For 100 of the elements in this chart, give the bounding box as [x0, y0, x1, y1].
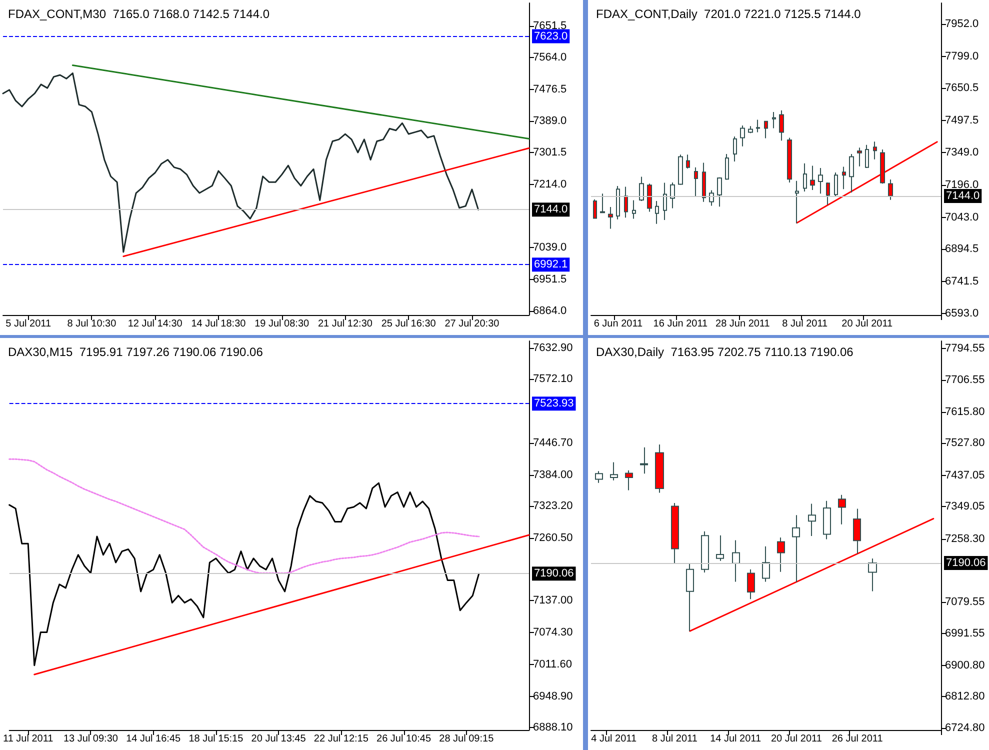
y-tick-label: 7039.0 — [533, 242, 567, 254]
x-tick-label: 14 Jul 2011 — [710, 734, 762, 744]
line-series — [8, 482, 480, 666]
x-tick-label: 28 Jul 09:15 — [439, 734, 494, 744]
candlestick — [686, 154, 690, 169]
candlestick — [624, 186, 628, 218]
y-tick-label: 7799.0 — [945, 50, 979, 62]
line-series — [2, 72, 480, 253]
candlestick — [655, 444, 664, 494]
x-tick-label: 28 Jun 2011 — [716, 318, 770, 330]
y-tick-label: 7214.0 — [533, 178, 567, 190]
candlestick — [764, 120, 768, 139]
candlestick — [595, 470, 603, 484]
x-tick-label: 8 Jul 2011 — [652, 734, 698, 744]
chart-title: FDAX_CONT,M30 7165.0 7168.0 7142.5 7144.0 — [8, 7, 270, 21]
candlestick — [838, 494, 846, 525]
ref-line-label: 7190.06 — [534, 568, 574, 580]
x-tick-label: 14 Jul 18:30 — [191, 318, 246, 330]
candlestick — [640, 446, 648, 474]
candlestick — [694, 166, 698, 198]
y-tick-label: 7446.70 — [533, 436, 573, 449]
y-tick-label: 6991.55 — [945, 627, 985, 640]
candlestick — [593, 198, 597, 219]
candlestick — [873, 141, 877, 160]
x-tick-label: 5 Jul 2011 — [6, 318, 52, 330]
candlestick — [795, 180, 799, 224]
y-tick-label: 7527.80 — [945, 437, 985, 450]
x-tick-label: 27 Jul 20:30 — [444, 318, 500, 330]
y-tick-label: 7258.30 — [945, 532, 985, 545]
y-tick-label: 7651.5 — [533, 20, 567, 32]
x-tick-label: 21 Jul 12:30 — [318, 318, 373, 330]
candlestick — [670, 182, 675, 209]
y-tick-label: 7615.80 — [945, 406, 985, 418]
candlestick — [702, 162, 706, 202]
y-tick-label: 6864.0 — [533, 305, 567, 318]
x-tick-label: 20 Jul 2011 — [842, 318, 894, 330]
y-tick-label: 7476.5 — [533, 83, 567, 96]
y-tick-label: 7349.05 — [945, 500, 985, 513]
candlestick — [756, 119, 760, 133]
candlestick — [880, 149, 885, 184]
candlestick — [686, 562, 694, 632]
y-tick-label: 6888.10 — [533, 721, 573, 734]
candlestick — [632, 200, 636, 220]
candlestick — [762, 546, 770, 582]
candlestick — [787, 137, 792, 184]
y-tick-label: 7323.20 — [533, 500, 573, 512]
ref-line-label: 6992.1 — [534, 258, 568, 271]
candlestick — [803, 162, 807, 192]
x-tick-label: 8 Jul 10:30 — [67, 318, 117, 330]
y-tick-label: 7137.00 — [533, 594, 573, 607]
candlestick — [616, 185, 620, 220]
chart-title: DAX30,M15 7195.91 7197.26 7190.06 7190.06 — [8, 345, 264, 359]
y-tick-label: 6900.80 — [945, 660, 985, 672]
candlestick — [792, 514, 800, 583]
candlestick — [732, 540, 740, 582]
ref-line-label: 7144.0 — [534, 204, 568, 216]
candlestick — [748, 126, 753, 134]
candlestick — [772, 112, 776, 129]
y-tick-label: 7260.50 — [533, 532, 573, 544]
candlestick — [678, 154, 683, 186]
candlestick — [779, 110, 784, 142]
y-tick-label: 6741.5 — [945, 276, 979, 288]
candlestick — [810, 165, 815, 190]
x-tick-label: 12 Jul 14:30 — [128, 318, 183, 330]
x-tick-label: 20 Jul 13:45 — [251, 734, 306, 744]
ref-line-label: 7144.0 — [946, 190, 980, 202]
x-tick-label: 22 Jul 12:15 — [314, 734, 369, 744]
candlestick — [857, 147, 862, 167]
candlestick — [610, 462, 618, 481]
x-tick-label: 6 Jun 2011 — [594, 318, 644, 330]
x-tick-label: 19 Jul 08:30 — [254, 318, 310, 330]
y-tick-label: 6812.80 — [945, 690, 985, 703]
x-tick-label: 11 Jul 2011 — [2, 734, 54, 744]
candlestick — [717, 176, 722, 208]
x-tick-label: 20 Jul 2011 — [770, 734, 822, 744]
y-tick-label: 7384.00 — [533, 468, 573, 481]
candlestick — [733, 136, 737, 162]
y-tick-label: 7349.0 — [945, 146, 979, 158]
y-tick-label: 7572.10 — [533, 373, 573, 386]
ref-line-label: 7523.93 — [534, 398, 574, 410]
candlestick — [655, 200, 659, 224]
candlestick — [834, 172, 838, 196]
y-tick-label: 6894.5 — [945, 243, 979, 256]
y-tick-label: 7196.0 — [945, 178, 979, 191]
candlestick — [808, 503, 816, 537]
ref-line-label: 7190.06 — [946, 556, 986, 569]
y-tick-label: 7301.5 — [533, 146, 567, 159]
candlestick — [663, 182, 667, 221]
line-series — [8, 458, 480, 574]
chart-title: DAX30,Daily 7163.95 7202.75 7110.13 7190.06 — [596, 345, 854, 359]
y-tick-label: 7952.0 — [945, 18, 979, 30]
x-tick-label: 25 Jul 16:30 — [381, 318, 436, 330]
x-tick-label: 16 Jun 2011 — [653, 318, 708, 330]
y-tick-label: 6724.80 — [945, 722, 985, 734]
candlestick — [777, 536, 785, 572]
candlestick — [888, 179, 893, 200]
chart-title: FDAX_CONT,Daily 7201.0 7221.0 7125.5 7144.0 — [596, 7, 862, 21]
candlestick — [823, 500, 831, 540]
candlestick — [826, 182, 830, 206]
candlestick — [625, 470, 633, 491]
